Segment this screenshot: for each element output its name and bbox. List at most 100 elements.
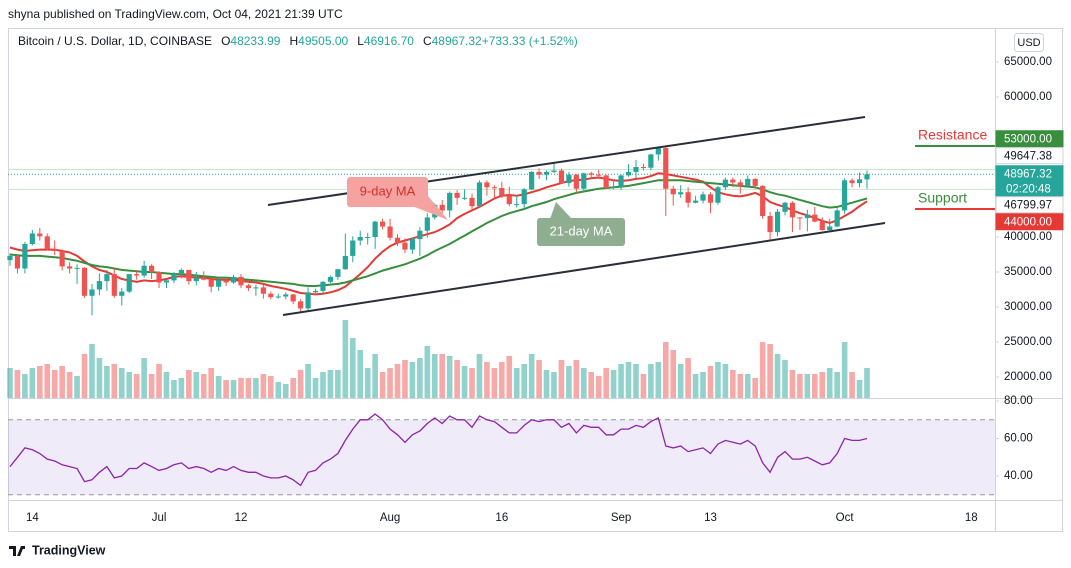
candle-body	[842, 180, 848, 211]
volume-bar	[670, 350, 677, 398]
countdown-label: 02:20:48	[1006, 183, 1051, 195]
candle-body	[424, 217, 430, 231]
volume-bar	[573, 360, 580, 398]
candle-body	[357, 237, 363, 241]
candle-body	[752, 178, 758, 186]
candle-body	[186, 269, 192, 282]
volume-bar	[409, 362, 416, 398]
volume-bar	[29, 368, 36, 398]
volume-bar	[581, 368, 587, 398]
ohlc-value: 46916.70	[364, 34, 414, 48]
candle-body	[380, 221, 386, 227]
volume-bar	[104, 366, 110, 398]
volume-bar	[290, 378, 296, 398]
volume-bar	[282, 384, 289, 398]
candle-body	[223, 280, 229, 283]
rsi-pane	[8, 413, 995, 496]
volume-bar	[864, 368, 870, 398]
volume-bar	[677, 364, 684, 398]
volume-bar	[849, 372, 855, 398]
candle-body	[700, 194, 706, 201]
ohlc-key: O	[221, 34, 230, 48]
x-tick-label: 12	[235, 512, 248, 524]
y-tick-label: 40000.00	[1004, 231, 1052, 243]
candle-body	[104, 274, 110, 282]
price-tag-label: 49647.38	[1004, 150, 1052, 162]
ohlc-value: +733.33 (+1.52%)	[482, 34, 578, 48]
candle-body	[350, 240, 356, 256]
currency-button[interactable]: USD	[1014, 33, 1044, 52]
volume-bar	[484, 362, 490, 398]
candle-body	[14, 255, 21, 269]
candle-body	[148, 265, 155, 273]
volume-bar	[178, 378, 185, 398]
volume-bar	[752, 378, 758, 398]
level-label: Support	[918, 190, 967, 206]
currency-label[interactable]: USD	[1017, 37, 1040, 49]
candle-body	[74, 267, 80, 269]
price-tag	[995, 213, 1064, 231]
candle-body	[499, 188, 505, 196]
volume-bar	[312, 378, 319, 398]
volume-bar	[640, 374, 647, 398]
candle-body	[461, 197, 468, 199]
volume-bar	[230, 380, 237, 398]
volume-bar	[707, 366, 714, 398]
volume-bar	[625, 362, 632, 398]
volume-bar	[111, 364, 118, 398]
candle-body	[37, 233, 43, 237]
volume-bar	[841, 342, 848, 398]
candle-body	[141, 265, 147, 276]
volume-bar	[431, 354, 438, 398]
price-tag	[995, 147, 1064, 165]
axes: 65000.00 60000.00 40000.00 35000.00 30000.00…	[26, 56, 1064, 524]
volume-bar	[513, 368, 520, 398]
candle-body	[402, 242, 408, 250]
candle-body	[171, 274, 177, 281]
x-tick-label: Oct	[836, 512, 855, 524]
callout-label: 21-day MA	[550, 223, 613, 238]
published-note: shyna published on TradingView.com, Oct …	[8, 7, 343, 21]
candle-body	[655, 148, 661, 155]
volume-bar	[826, 368, 833, 398]
volume-bar	[66, 372, 73, 398]
callout-box	[347, 177, 428, 207]
volume-bar	[126, 372, 133, 398]
candle-body	[566, 174, 572, 184]
candle-body	[469, 197, 475, 207]
candle-body	[476, 182, 483, 207]
currency-button-box[interactable]	[1014, 33, 1044, 52]
candle-body	[298, 301, 304, 309]
x-tick-label: Sep	[611, 512, 631, 524]
volume-bar	[402, 360, 408, 398]
ohlc-value: 49505.00	[298, 34, 348, 48]
level-label: Resistance	[918, 127, 987, 143]
ma21-callout: 21-day MA	[537, 202, 625, 246]
logo-mark	[9, 546, 25, 556]
volume-bar	[81, 354, 88, 398]
candle-body	[245, 285, 252, 289]
volume-bar	[692, 374, 699, 398]
volume-bar	[305, 364, 311, 398]
volume-bar	[74, 376, 80, 398]
x-tick-label: 14	[26, 512, 39, 524]
volume-bar	[223, 380, 229, 398]
ma9-callout: 9-day MA	[347, 177, 448, 220]
candle-body	[484, 182, 490, 188]
rsi-tick-label: 60.00	[1004, 433, 1033, 445]
volume-bar	[648, 364, 654, 398]
volume-bar	[349, 338, 356, 398]
volume-bar	[737, 374, 744, 398]
candle-body	[439, 204, 445, 211]
candle-body	[581, 173, 587, 189]
candle-body	[849, 180, 855, 184]
candle-body	[178, 269, 184, 275]
candle-body	[745, 178, 751, 186]
price-tag-label: 48967.32	[1004, 168, 1052, 180]
candle-body	[506, 195, 512, 205]
candle-body	[59, 251, 65, 267]
x-tick-label: Jul	[152, 512, 167, 524]
candle-body	[774, 211, 781, 233]
